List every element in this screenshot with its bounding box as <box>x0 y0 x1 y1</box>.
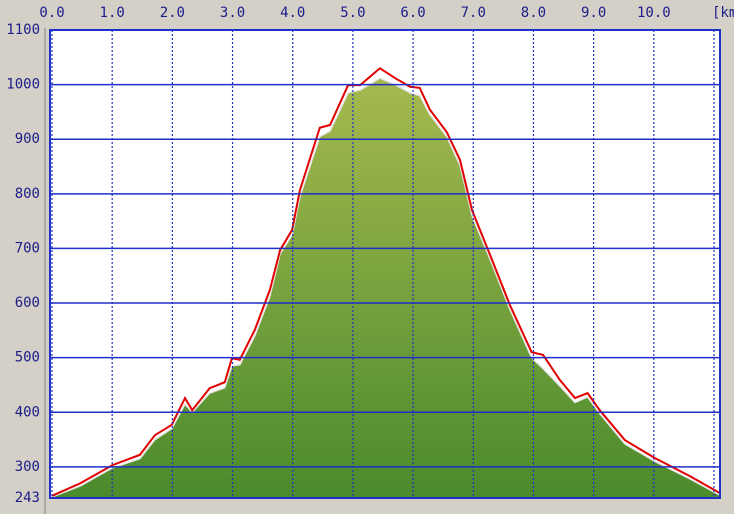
y-tick-label: 500 <box>15 350 40 366</box>
x-tick-label: 9.0 <box>581 5 606 21</box>
x-tick-label: 2.0 <box>160 5 185 21</box>
y-tick-label: 900 <box>15 131 40 147</box>
y-tick-label: 700 <box>15 240 40 256</box>
x-tick-label: 4.0 <box>280 5 305 21</box>
x-unit-label: [km <box>712 5 734 21</box>
y-tick-label: 800 <box>15 186 40 202</box>
y-tick-label: 300 <box>15 459 40 475</box>
x-tick-label: 8.0 <box>521 5 546 21</box>
x-tick-label: 10.0 <box>637 5 671 21</box>
x-tick-label: 0.0 <box>39 5 64 21</box>
plot-border <box>49 29 721 499</box>
y-tick-label: 400 <box>15 404 40 420</box>
y-tick-label: 600 <box>15 295 40 311</box>
x-tick-label: 7.0 <box>461 5 486 21</box>
x-tick-label: 1.0 <box>100 5 125 21</box>
y-tick-label: 1100 <box>6 22 40 38</box>
x-tick-label: 3.0 <box>220 5 245 21</box>
x-tick-label: 6.0 <box>400 5 425 21</box>
y-tick-label: 243 <box>15 490 40 506</box>
y-tick-label: 1000 <box>6 77 40 93</box>
x-tick-label: 5.0 <box>340 5 365 21</box>
